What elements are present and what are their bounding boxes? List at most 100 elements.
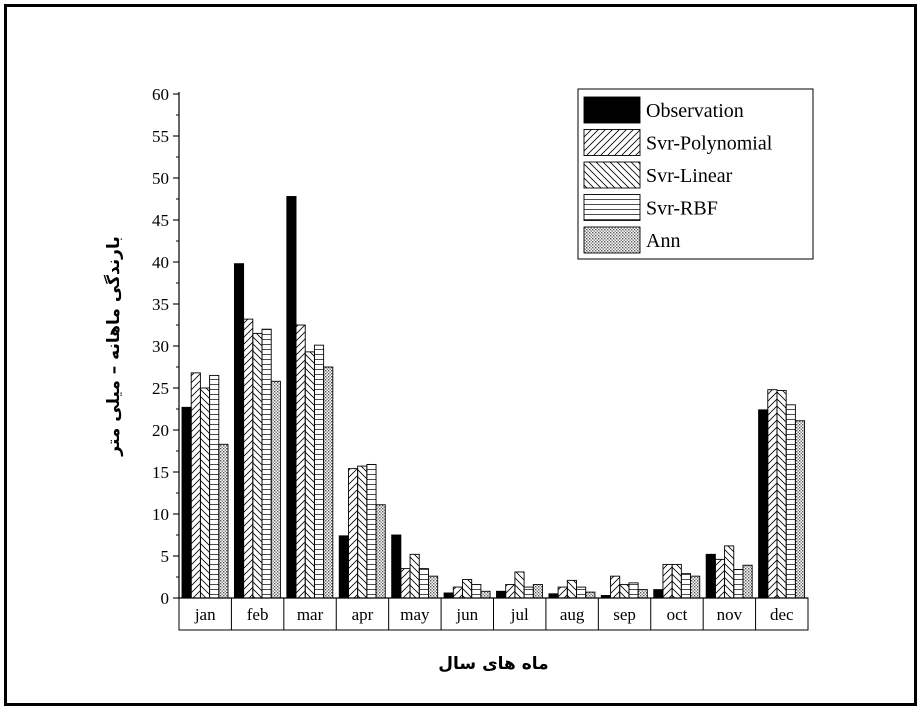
axes: 0 5 10 15 20 25 30 35 40 45 50 55 60 jan feb mar apr may j… [152, 85, 809, 631]
y-tick-label: 60 [152, 85, 169, 104]
bar-svr-polynomial-apr [348, 468, 359, 599]
y-tick-label: 30 [152, 337, 169, 356]
x-tick-label-jun: jun [455, 605, 478, 624]
bar-observation-nov [705, 553, 716, 599]
bar-svr-rbf-may [418, 568, 429, 599]
bar-svr-linear-jan [199, 387, 211, 599]
bar-svr-polynomial-aug [557, 586, 568, 599]
bar-svr-rbf-nov [733, 568, 744, 599]
x-tick-label-nov: nov [717, 605, 743, 624]
y-tick-label: 40 [152, 253, 169, 272]
x-tick-label-sep: sep [613, 605, 636, 624]
x-tick-label-mar: mar [297, 605, 324, 624]
bar-ann-aug [585, 591, 596, 599]
bar-svr-linear-oct [671, 563, 682, 599]
bar-ann-jun [480, 590, 491, 599]
bar-svr-rbf-aug [576, 586, 587, 599]
x-tick-label-aug: aug [560, 605, 585, 624]
bar-ann-jul [532, 584, 543, 599]
bar-svr-polynomial-dec [767, 389, 778, 599]
bar-observation-mar [286, 196, 297, 599]
legend-label-svr-linear: Svr-Linear [646, 165, 733, 187]
y-tick-label: 45 [152, 211, 169, 230]
bar-svr-linear-may [409, 553, 420, 599]
y-tick-label: 35 [152, 295, 169, 314]
legend-swatch-svr-rbf [583, 194, 641, 221]
bar-observation-dec [758, 409, 769, 599]
bar-observation-jun [443, 592, 454, 599]
bar-svr-rbf-mar [313, 344, 325, 599]
bar-svr-polynomial-jun [452, 586, 463, 599]
bar-svr-rbf-oct [680, 573, 691, 599]
bar-svr-rbf-apr [366, 463, 377, 599]
bar-ann-jan [218, 443, 229, 599]
bar-observation-jul [496, 590, 507, 599]
x-tick-label-jan: jan [194, 605, 216, 624]
bar-ann-nov [742, 564, 753, 599]
legend: Observation Svr-Polynomial Svr-Linear Svr-R… [577, 88, 814, 260]
bar-svr-linear-aug [566, 579, 577, 599]
bar-svr-linear-jun [462, 579, 473, 599]
y-tick-label: 10 [152, 505, 169, 524]
plot-area [181, 196, 806, 599]
bar-svr-rbf-jul [523, 586, 534, 599]
x-tick-label-dec: dec [770, 605, 794, 624]
bar-observation-jan [181, 406, 192, 599]
bar-observation-feb [233, 263, 245, 599]
y-tick-label: 15 [152, 463, 169, 482]
bar-observation-apr [338, 535, 349, 599]
bar-ann-dec [794, 420, 806, 599]
figure-frame: 0 5 10 15 20 25 30 35 40 45 50 55 60 jan feb mar apr may j… [4, 4, 917, 706]
bar-svr-polynomial-jul [505, 584, 516, 599]
y-tick-label: 20 [152, 421, 169, 440]
legend-label-observation: Observation [646, 100, 744, 122]
bar-svr-linear-nov [724, 545, 735, 599]
bar-svr-rbf-jun [471, 584, 482, 599]
bar-observation-oct [653, 589, 664, 599]
bar-svr-linear-jul [514, 571, 525, 599]
bar-ann-mar [323, 366, 334, 599]
bar-chart: 0 5 10 15 20 25 30 35 40 45 50 55 60 jan feb mar apr may j… [103, 85, 814, 674]
bar-svr-polynomial-feb [243, 318, 254, 599]
bar-ann-feb [270, 380, 281, 599]
bar-ann-apr [375, 504, 386, 599]
y-axis-label: بارندگی ماهانه – میلی متر [103, 236, 124, 456]
x-tick-label-jul: jul [510, 605, 529, 624]
bar-svr-polynomial-oct [662, 563, 673, 599]
y-tick-label: 55 [152, 127, 169, 146]
bar-ann-sep [637, 589, 648, 599]
legend-label-svr-rbf: Svr-RBF [646, 198, 718, 220]
legend-swatch-ann [583, 226, 641, 254]
bar-svr-linear-mar [304, 351, 315, 599]
bar-svr-polynomial-sep [610, 575, 621, 599]
bar-ann-oct [690, 575, 701, 599]
legend-swatch-observation [583, 96, 641, 124]
bar-svr-polynomial-nov [714, 558, 726, 599]
legend-label-svr-polynomial: Svr-Polynomial [646, 133, 773, 155]
x-tick-label-apr: apr [352, 605, 374, 624]
bar-svr-rbf-dec [785, 404, 796, 599]
x-tick-label-may: may [400, 605, 430, 624]
x-tick-label-oct: oct [667, 605, 688, 624]
bar-ann-may [428, 575, 439, 599]
x-axis-label: ماه های سال [438, 654, 548, 674]
bar-svr-polynomial-mar [295, 324, 306, 599]
bar-svr-linear-feb [252, 332, 263, 599]
bar-svr-linear-dec [776, 390, 787, 599]
bar-svr-rbf-jan [209, 374, 220, 599]
bar-svr-linear-sep [619, 584, 630, 599]
y-tick-label: 50 [152, 169, 169, 188]
legend-label-ann: Ann [646, 230, 680, 252]
legend-swatch-svr-linear [583, 161, 641, 189]
bar-svr-linear-apr [357, 465, 368, 599]
y-tick-label: 0 [161, 589, 170, 608]
y-tick-label: 5 [161, 547, 170, 566]
bar-svr-polynomial-jan [190, 372, 201, 599]
bar-svr-rbf-feb [261, 328, 272, 599]
legend-swatch-svr-polynomial [583, 129, 641, 156]
bar-svr-rbf-sep [628, 582, 639, 599]
bar-observation-aug [548, 593, 559, 599]
y-tick-label: 25 [152, 379, 169, 398]
x-tick-label-feb: feb [247, 605, 269, 624]
bar-observation-may [391, 534, 402, 599]
